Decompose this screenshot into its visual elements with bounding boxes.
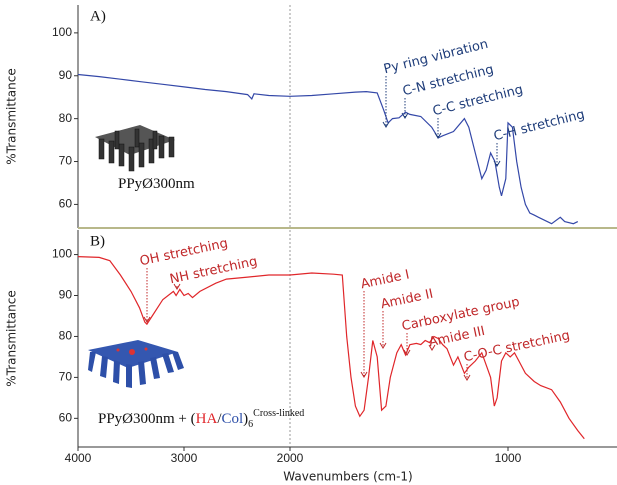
caption-part: 6: [248, 419, 253, 430]
annotation-arrowhead: [382, 121, 390, 128]
x-tick-label: 3000: [171, 451, 198, 465]
annotation-arrowhead: [401, 112, 409, 119]
y-tick-label: 60: [59, 197, 73, 211]
caption-part: Col: [221, 411, 243, 427]
caption-part: ): [243, 411, 248, 427]
annotation: Amide II: [379, 287, 434, 313]
annotation-arrowhead: [493, 160, 501, 167]
panel-label: B): [90, 233, 105, 249]
caption-part: HA: [196, 411, 218, 427]
y-tick-label: 100: [52, 25, 72, 39]
caption-part: PPyØ300nm: [118, 176, 195, 192]
annotation-arrowhead: [403, 349, 411, 356]
caption: PPyØ300nm + (HA/Col)6Cross-linked: [98, 408, 304, 430]
nanostructure-icon: [88, 340, 184, 388]
x-tick-label: 2000: [277, 451, 304, 465]
annotation-arrowhead: [173, 283, 181, 290]
caption-part: /: [217, 411, 222, 427]
y-tick-label: 70: [59, 370, 73, 384]
y-tick-label: 70: [59, 154, 73, 168]
panel-label: A): [90, 8, 106, 24]
y-axis-label: %Transmittance: [5, 68, 19, 165]
x-axis-label: Wavenumbers (cm-1): [283, 470, 412, 484]
x-tick-label: 4000: [65, 451, 92, 465]
annotation-arrowhead: [360, 371, 368, 378]
y-tick-label: 80: [59, 329, 73, 343]
spectrum-line: [77, 256, 585, 440]
nanostructure-icon: [95, 125, 175, 172]
annotation-arrowhead: [434, 132, 442, 139]
y-axis-label: %Transmittance: [5, 290, 19, 387]
annotation-arrowhead: [428, 344, 436, 351]
annotation-arrowhead: [463, 374, 471, 381]
caption-part: PPyØ300nm + (: [98, 411, 196, 427]
caption: PPyØ300nm: [118, 176, 195, 192]
annotation: Amide I: [359, 267, 410, 292]
annotation-arrowhead: [143, 316, 151, 323]
annotation: Amide III: [427, 324, 486, 351]
annotation-arrowhead: [379, 342, 387, 349]
y-tick-label: 60: [59, 411, 73, 425]
y-tick-label: 90: [59, 288, 73, 302]
caption-part: Cross-linked: [253, 408, 304, 419]
x-tick-label: 1000: [495, 451, 522, 465]
y-tick-label: 100: [52, 247, 72, 261]
y-tick-label: 90: [59, 68, 73, 82]
annotation: C-H stretching: [492, 107, 586, 144]
y-tick-label: 80: [59, 111, 73, 125]
